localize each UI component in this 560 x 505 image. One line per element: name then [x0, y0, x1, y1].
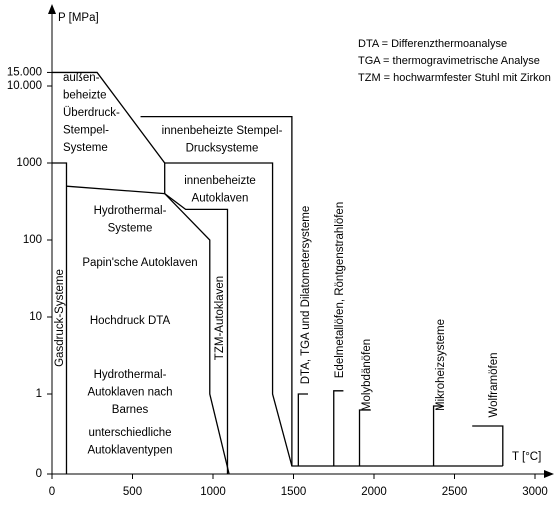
- x-tick-label: 500: [123, 486, 142, 498]
- region-label: Hydrothermal-: [94, 369, 167, 381]
- y-axis-label: P [MPa]: [58, 12, 99, 24]
- region-boundary: [140, 115, 293, 466]
- region-label: Papin'sche Autoklaven: [82, 257, 197, 269]
- region-label: Autoklaven: [192, 193, 249, 205]
- x-tick-label: 2500: [442, 486, 468, 498]
- region-label: Systeme: [108, 223, 153, 235]
- region-label: Barnes: [112, 404, 149, 416]
- region-label: Autoklaven nach: [87, 387, 172, 399]
- region-boundary: [164, 193, 229, 474]
- region-label: Überdruck-: [63, 107, 120, 119]
- note: TGA = thermogravimetrische Analyse: [358, 55, 540, 67]
- region-label: Systeme: [63, 142, 108, 154]
- region-boundary: [333, 390, 344, 466]
- region-label: TZM-Autoklaven: [214, 276, 226, 360]
- y-tick-label: 1000: [16, 157, 42, 169]
- region-label: Hydrothermal-: [94, 205, 167, 217]
- region-boundary: [164, 162, 503, 467]
- region-label: Stempel-: [63, 125, 109, 137]
- region-boundary: [297, 393, 308, 466]
- region-label: Hochdruck DTA: [90, 315, 171, 327]
- y-tick-label: 100: [23, 234, 42, 246]
- region-boundary: [432, 405, 444, 466]
- y-tick-label: 10: [29, 311, 42, 323]
- x-tick-label: 0: [49, 486, 55, 498]
- region-label: außen-: [63, 72, 100, 84]
- region-label: Wolframöfen: [488, 353, 500, 418]
- x-arrow: [544, 470, 554, 478]
- region-label: Gasdruck-Systeme: [54, 269, 66, 367]
- region-label: innenbeheizte: [184, 175, 256, 187]
- x-tick-label: 2000: [361, 486, 387, 498]
- y-tick-label: 0: [36, 468, 42, 480]
- region-label: Autoklaventypen: [87, 445, 172, 457]
- region-label: innenbeheizte Stempel-: [162, 125, 283, 137]
- note: DTA = Differenzthermoanalyse: [358, 38, 507, 50]
- x-tick-label: 3000: [522, 486, 548, 498]
- region-boundary: [66, 185, 165, 195]
- x-tick-label: 1500: [281, 486, 307, 498]
- y-tick-label: 15.000: [7, 66, 42, 78]
- region-label: Molybdänöfen: [361, 339, 373, 411]
- region-boundary: [358, 409, 371, 466]
- region-label: Edelmetallöfen, Röntgenstrahlöfen: [334, 202, 346, 378]
- region-label: DTA, TGA und Dilatometersysteme: [300, 206, 312, 385]
- region-label: beheizte: [63, 90, 106, 102]
- x-axis-label: T [°C]: [512, 451, 541, 463]
- region-boundary: [52, 162, 68, 474]
- region-label: Drucksysteme: [186, 143, 259, 155]
- note: TZM = hochwarmfester Stuhl mit Zirkon: [358, 72, 551, 84]
- x-tick-label: 1000: [200, 486, 226, 498]
- y-arrow: [48, 4, 56, 14]
- y-tick-label: 10.000: [7, 80, 42, 92]
- y-tick-label: 1: [36, 388, 42, 400]
- region-label: Mikroheizsysteme: [435, 319, 447, 411]
- region-label: unterschiedliche: [88, 427, 171, 439]
- region-boundary: [472, 425, 504, 466]
